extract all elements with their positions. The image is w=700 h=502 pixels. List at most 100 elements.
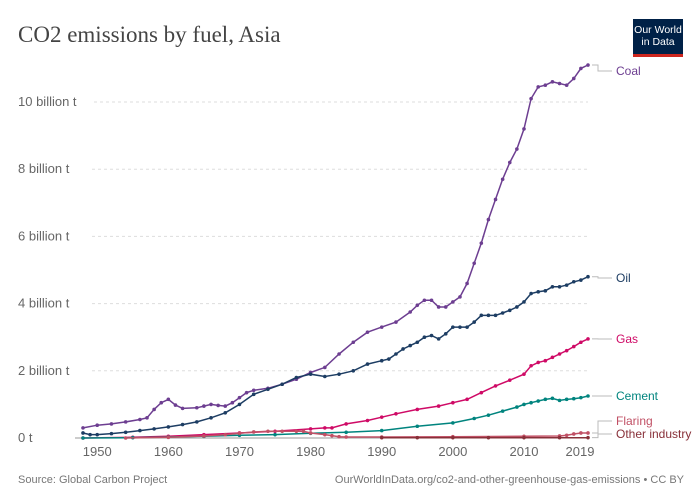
data-point (479, 390, 484, 395)
data-point (337, 352, 341, 356)
x-tick-label: 2000 (438, 444, 467, 459)
data-point (195, 420, 199, 424)
data-point (557, 285, 562, 289)
data-point (557, 81, 562, 86)
x-tick-label: 2019 (566, 444, 595, 459)
series-cement: Cement (81, 389, 659, 440)
data-point (579, 340, 583, 345)
data-point (493, 197, 498, 202)
data-point (536, 85, 541, 89)
data-point (515, 147, 519, 151)
data-point (429, 298, 434, 303)
data-point (529, 291, 533, 296)
data-point (586, 63, 590, 67)
y-tick-label: 8 billion t (18, 161, 70, 176)
data-point (344, 422, 348, 426)
data-point (543, 83, 548, 87)
data-point (379, 325, 384, 329)
data-point (152, 427, 156, 431)
data-point (522, 372, 526, 376)
data-point (557, 435, 562, 440)
data-point (493, 313, 498, 318)
data-point (408, 343, 412, 348)
chart-title: CO2 emissions by fuel, Asia (18, 22, 281, 47)
data-point (564, 397, 569, 402)
data-point (195, 405, 199, 410)
data-point (472, 416, 476, 421)
data-point (166, 397, 171, 402)
data-point (415, 340, 420, 345)
data-point (550, 355, 555, 360)
y-tick-label: 6 billion t (18, 228, 70, 243)
data-point (351, 369, 356, 373)
data-point (323, 374, 327, 379)
data-point (166, 425, 171, 429)
series-gas: Gas (81, 332, 638, 440)
data-point (586, 431, 590, 435)
series-label: Other industry (616, 427, 691, 441)
data-point (123, 430, 128, 435)
data-point (209, 416, 213, 420)
data-point (344, 430, 348, 435)
y-tick-label: 0 t (18, 430, 33, 445)
data-point (394, 320, 398, 324)
data-point (95, 423, 100, 428)
series-other-industry: Other industry (379, 427, 691, 441)
data-point (479, 241, 484, 245)
data-point (394, 412, 398, 416)
series-label: Oil (616, 271, 631, 285)
data-point (579, 431, 583, 435)
data-point (529, 363, 533, 368)
data-point (123, 436, 128, 440)
data-point (571, 432, 576, 436)
data-point (436, 404, 441, 408)
data-point (571, 396, 576, 401)
series-coal: Coal (81, 63, 641, 430)
data-point (123, 420, 128, 424)
data-point (351, 340, 356, 345)
data-point (230, 400, 235, 405)
data-point (486, 313, 491, 318)
data-point (166, 435, 171, 440)
data-point (429, 333, 434, 338)
data-point (223, 411, 228, 415)
data-point (564, 83, 569, 87)
series-line (82, 395, 589, 439)
data-point (365, 362, 370, 366)
data-point (237, 402, 242, 407)
data-point (330, 426, 334, 430)
data-point (251, 392, 256, 397)
data-point (515, 305, 519, 309)
series-label: Flaring (616, 414, 653, 428)
label-connector (592, 420, 612, 434)
footer-url[interactable]: OurWorldInData.org/co2-and-other-greenho… (334, 474, 684, 486)
data-point (522, 402, 526, 407)
label-connector (592, 433, 612, 439)
data-point (109, 431, 114, 436)
data-point (408, 310, 412, 314)
data-point (81, 426, 85, 430)
data-point (550, 285, 555, 289)
data-point (415, 303, 420, 308)
data-point (451, 400, 455, 405)
data-point (344, 435, 348, 439)
data-point (536, 290, 541, 294)
owid-logo[interactable]: Our World in Data (633, 19, 683, 57)
data-point (251, 430, 256, 434)
data-point (586, 435, 590, 440)
data-point (543, 358, 548, 363)
data-point (323, 426, 327, 430)
data-point (564, 348, 569, 353)
x-tick-label: 1980 (296, 444, 325, 459)
series-line (82, 338, 589, 439)
data-point (223, 432, 228, 437)
data-point (529, 400, 533, 405)
data-point (379, 358, 384, 363)
data-point (180, 422, 185, 427)
series-line (82, 64, 589, 429)
source-note[interactable]: Source: Global Carbon Project (18, 474, 168, 486)
data-point (422, 298, 427, 303)
data-point (564, 433, 569, 438)
series-oil: Oil (81, 271, 631, 437)
